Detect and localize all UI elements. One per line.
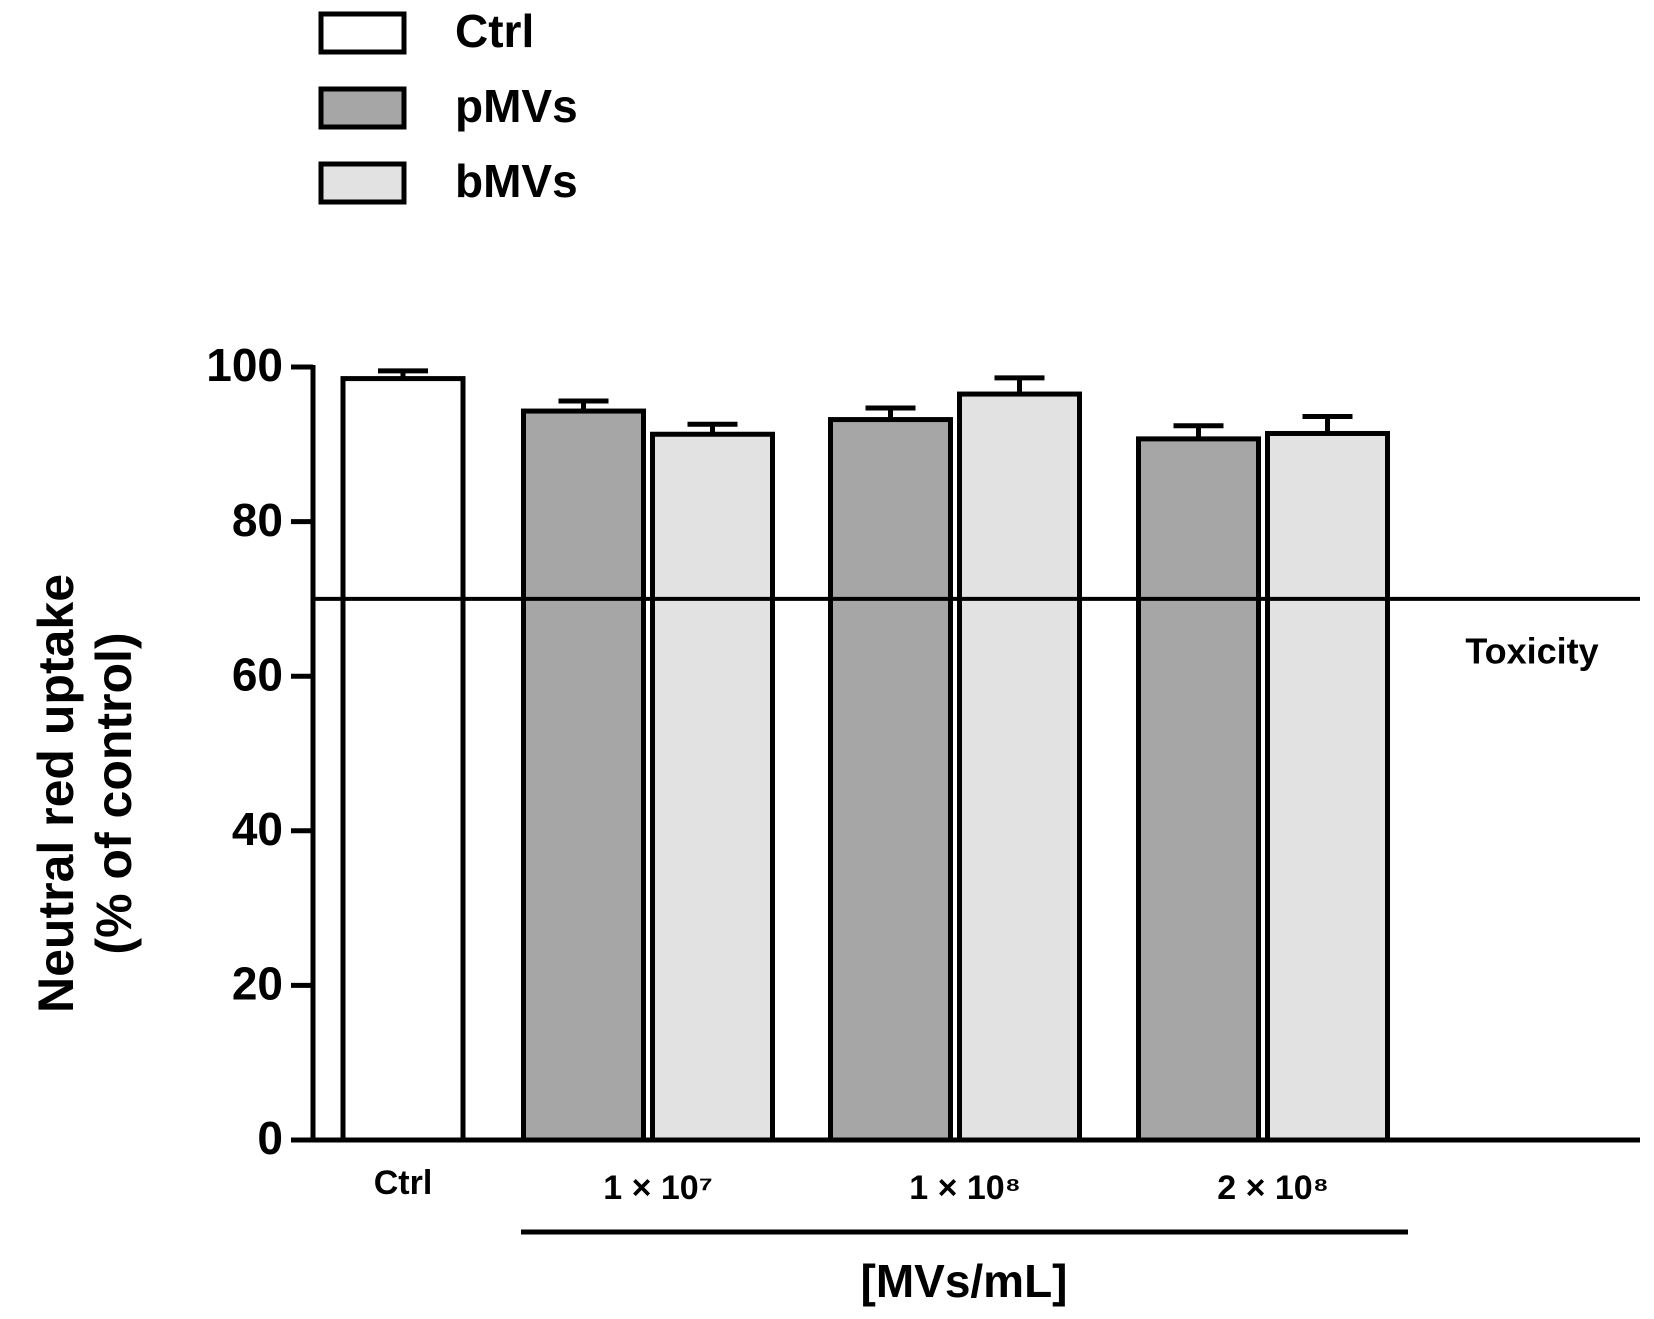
legend-label: pMVs <box>455 80 578 132</box>
y-axis-label-line: Neutral red uptake <box>28 574 84 1013</box>
y-tick-label: 40 <box>232 803 283 855</box>
x-tick-label: Ctrl <box>374 1164 433 1202</box>
y-axis-label-line: (% of control) <box>86 632 142 954</box>
y-tick-label: 0 <box>257 1112 283 1164</box>
bar <box>650 431 775 1143</box>
legend-swatch <box>318 11 407 55</box>
bar <box>340 376 466 1143</box>
bar <box>828 417 953 1143</box>
x-tick-label: 1 × 10⁷ <box>603 1169 713 1207</box>
legend-label: bMVs <box>455 155 578 207</box>
bar <box>521 408 646 1143</box>
x-tick-label: 1 × 10⁸ <box>909 1169 1021 1207</box>
y-tick-label: 80 <box>232 494 283 546</box>
legend-label: Ctrl <box>455 5 534 57</box>
bar <box>1265 430 1390 1143</box>
y-tick-label: 20 <box>232 958 283 1010</box>
y-tick-label: 60 <box>232 648 283 700</box>
x-axis-label: [MVs/mL] <box>861 1255 1068 1307</box>
y-axis-label: Neutral red uptake(% of control) <box>28 574 142 1013</box>
legend-swatch <box>318 86 407 130</box>
y-tick-label: 100 <box>206 339 283 391</box>
x-tick-label: 2 × 10⁸ <box>1217 1169 1329 1207</box>
reference-label: Toxicity <box>1465 630 1598 671</box>
bar <box>1136 436 1261 1143</box>
legend-swatch <box>318 161 407 205</box>
bar <box>957 391 1082 1143</box>
